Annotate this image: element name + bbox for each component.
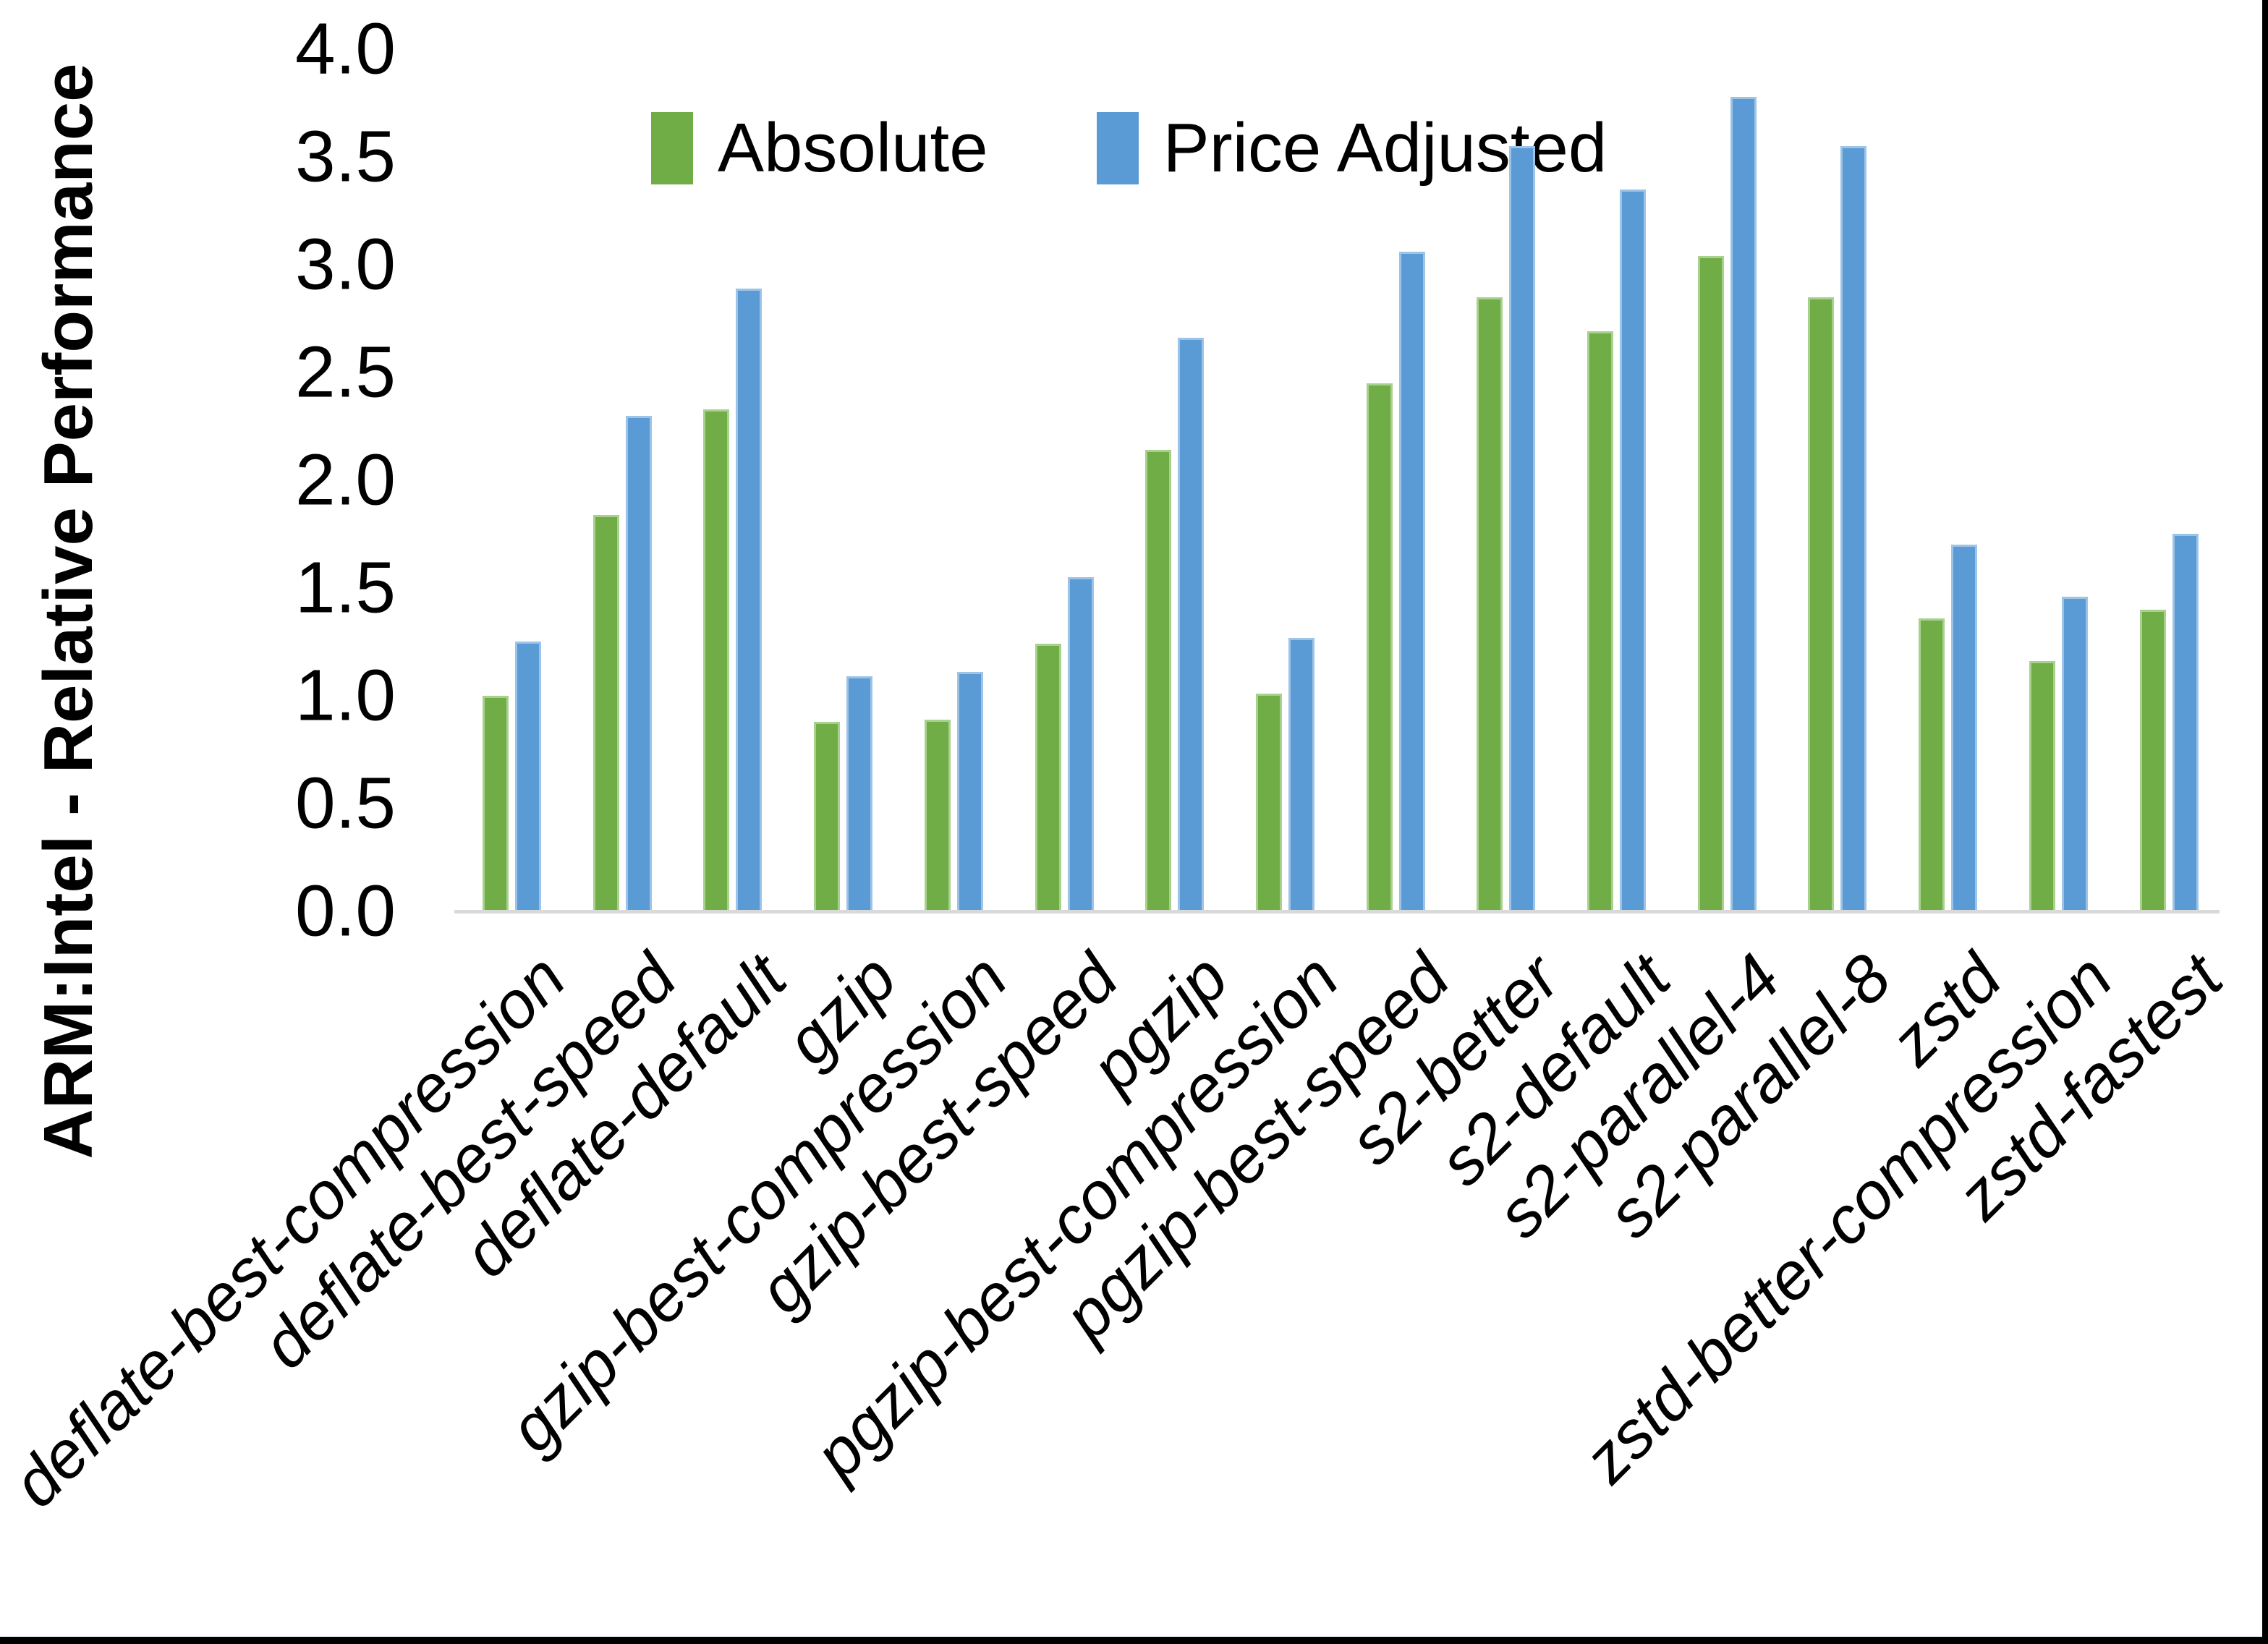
bar-price-adjusted-s2-default — [1620, 189, 1646, 911]
bar-absolute-zstd-better-compression — [2029, 661, 2055, 911]
bar-price-adjusted-pgzip-best-speed — [1398, 252, 1425, 911]
bar-absolute-s2-parallel-8 — [1808, 297, 1835, 911]
bar-absolute-pgzip-best-compression — [1255, 694, 1282, 911]
legend-item-absolute: Absolute — [651, 108, 988, 188]
bar-price-adjusted-pgzip — [1178, 338, 1205, 911]
legend-swatch-price-adjusted-icon — [1096, 112, 1139, 184]
bar-absolute-s2-parallel-4 — [1697, 256, 1724, 911]
bar-price-adjusted-deflate-best-speed — [625, 416, 652, 911]
bar-absolute-gzip-best-compression — [924, 720, 951, 911]
bar-absolute-deflate-default — [703, 409, 730, 911]
y-tick-label: 0.5 — [294, 762, 396, 844]
bar-absolute-gzip — [814, 722, 841, 911]
bar-absolute-deflate-best-compression — [483, 696, 509, 911]
bar-absolute-s2-better — [1477, 297, 1503, 911]
bar-price-adjusted-zstd-fastest — [2172, 534, 2199, 911]
y-tick-label: 1.5 — [294, 547, 396, 629]
bar-price-adjusted-zstd-better-compression — [2061, 597, 2088, 911]
bar-price-adjusted-gzip-best-speed — [1067, 577, 1094, 911]
y-tick-label: 0.0 — [294, 870, 396, 952]
bar-price-adjusted-deflate-best-compression — [515, 642, 541, 911]
bar-price-adjusted-s2-better — [1509, 146, 1536, 911]
bar-price-adjusted-gzip — [846, 676, 873, 911]
x-axis-line — [454, 910, 2220, 913]
y-tick-label: 2.5 — [294, 331, 396, 413]
bar-price-adjusted-zstd — [1951, 545, 1978, 911]
bar-absolute-pgzip — [1145, 450, 1172, 911]
bar-price-adjusted-deflate-default — [736, 289, 763, 911]
legend-swatch-absolute-icon — [651, 112, 693, 184]
bar-absolute-zstd — [1919, 618, 1945, 911]
bar-absolute-zstd-fastest — [2139, 610, 2166, 911]
bar-absolute-s2-default — [1587, 331, 1613, 911]
bar-price-adjusted-s2-parallel-8 — [1840, 146, 1867, 911]
legend-label-absolute: Absolute — [718, 109, 988, 187]
bar-absolute-pgzip-best-speed — [1366, 383, 1393, 911]
bar-absolute-deflate-best-speed — [593, 515, 619, 911]
y-tick-label: 4.0 — [294, 8, 396, 90]
bar-price-adjusted-s2-parallel-4 — [1730, 97, 1757, 911]
y-tick-label: 3.0 — [294, 223, 396, 305]
plot-area — [454, 0, 2222, 911]
y-tick-label: 2.0 — [294, 439, 396, 521]
y-tick-label: 3.5 — [294, 116, 396, 197]
bar-price-adjusted-pgzip-best-compression — [1288, 638, 1314, 911]
y-axis-title: ARM:Intel - Relative Performance — [30, 63, 107, 1159]
bar-absolute-gzip-best-speed — [1035, 644, 1061, 911]
bar-price-adjusted-gzip-best-compression — [956, 672, 983, 911]
y-tick-label: 1.0 — [294, 655, 396, 736]
